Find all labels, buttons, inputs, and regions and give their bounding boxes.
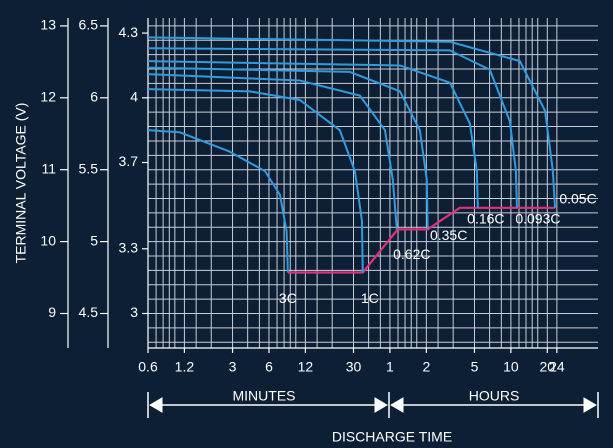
x-tick-label: 12 [298, 359, 314, 375]
curve-label: 0.093C [515, 211, 560, 227]
curve-label: 3C [279, 290, 297, 306]
discharge-curve [147, 129, 289, 273]
y-axis-label: TERMINAL VOLTAGE (V) [13, 103, 29, 264]
x-tick-label: 5 [471, 359, 479, 375]
curve-label: 0.35C [430, 227, 467, 243]
discharge-curve [147, 36, 557, 208]
x-tick-label: 20 [540, 359, 556, 375]
x-group-label: HOURS [469, 388, 520, 404]
y3-tick-label: 10 [40, 232, 56, 248]
y2-tick-label: 5 [90, 232, 98, 248]
x-tick-label: 3 [229, 359, 237, 375]
discharge-curve [147, 66, 429, 230]
y3-tick-label: 9 [48, 304, 56, 320]
x-tick-label: 24 [549, 359, 565, 375]
y-tick-label: 3.3 [119, 239, 139, 255]
discharge-curve [147, 88, 364, 273]
x-tick-label: 1.2 [175, 359, 195, 375]
y-tick-label: 4 [130, 89, 138, 105]
discharge-curve [147, 60, 479, 208]
x-tick-label: 1 [386, 359, 394, 375]
y-tick-label: 3.7 [119, 153, 139, 169]
curve-label: 0.16C [467, 211, 504, 227]
x-tick-label: 30 [346, 359, 362, 375]
curve-label: 1C [361, 290, 379, 306]
y2-tick-label: 5.5 [79, 160, 99, 176]
curve-label: 0.62C [393, 246, 430, 262]
y3-tick-label: 12 [40, 89, 56, 105]
x-axis-label: DISCHARGE TIME [332, 429, 452, 445]
x-tick-label: 2 [422, 359, 430, 375]
y3-tick-label: 13 [40, 17, 56, 33]
x-group-arrows [147, 392, 599, 418]
x-tick-label: 10 [503, 359, 519, 375]
discharge-curve [147, 47, 518, 208]
x-tick-label: 0.6 [138, 359, 158, 375]
y-tick-label: 4.3 [119, 24, 139, 40]
x-tick-label: 6 [265, 359, 273, 375]
cutoff-line [287, 206, 556, 274]
curve-label: 0.05C [559, 191, 596, 207]
y3-tick-label: 11 [41, 160, 56, 176]
discharge-curve [147, 73, 398, 230]
y2-tick-label: 6.5 [79, 17, 99, 33]
y2-tick-label: 6 [90, 89, 98, 105]
x-group-label: MINUTES [233, 388, 296, 404]
y-tick-label: 3 [130, 304, 138, 320]
y2-tick-label: 4.5 [79, 304, 99, 320]
